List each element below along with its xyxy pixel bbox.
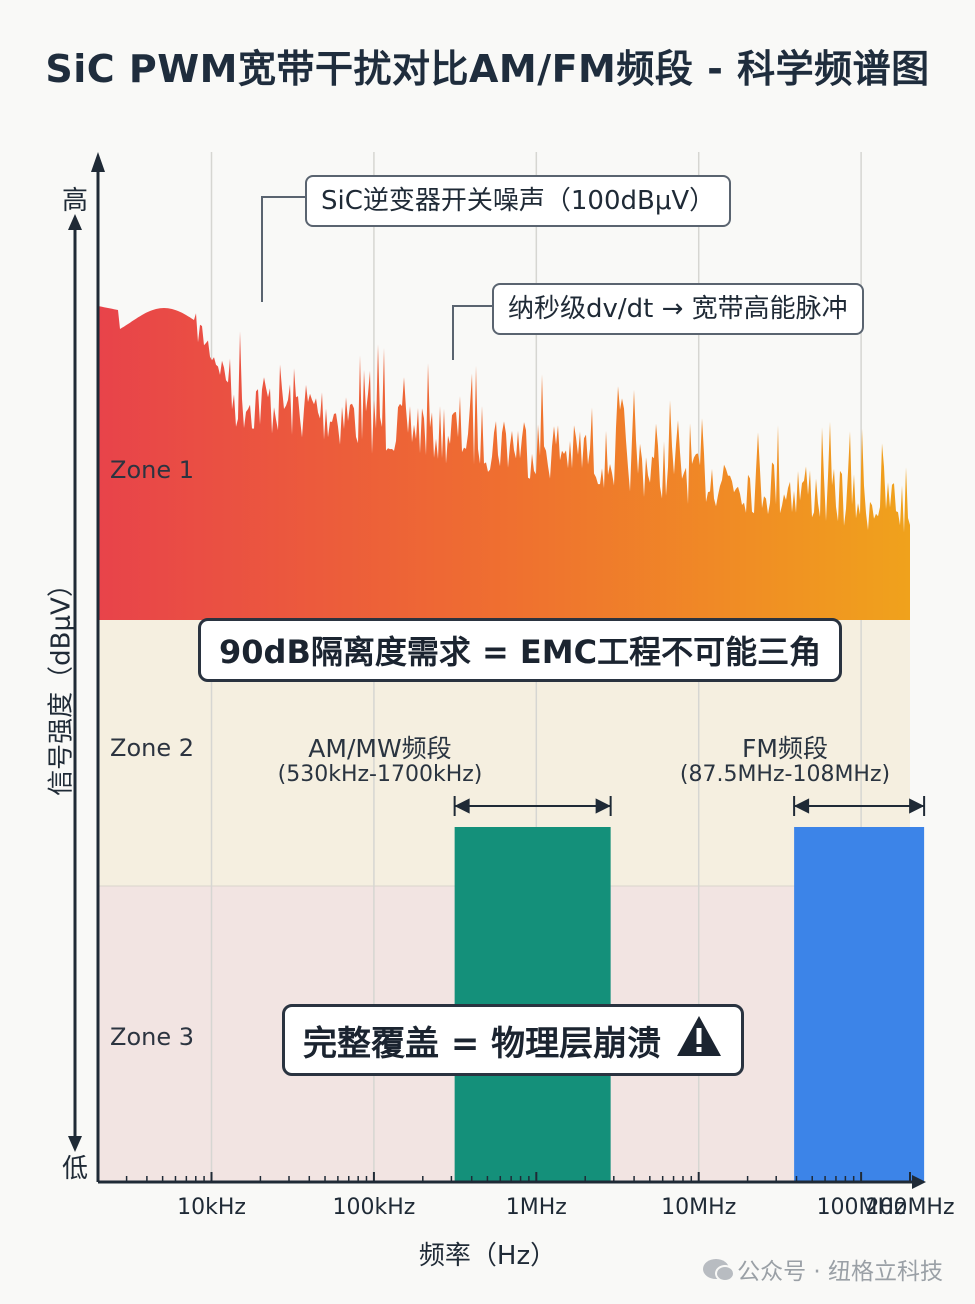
- zone-1-label: Zone 1: [110, 456, 194, 484]
- x-tick-label: 10MHz: [661, 1195, 737, 1220]
- y-scale-up-arrowhead: [68, 214, 82, 230]
- band-range-arrows: [453, 796, 926, 816]
- zone-2-label: Zone 2: [110, 734, 194, 762]
- watermark-text: 公众号 · 纽格立科技: [737, 1259, 943, 1285]
- y-axis-title: 信号强度（dBμV）: [46, 571, 77, 796]
- x-axis-ticks: [125, 1172, 911, 1182]
- y-scale-down-arrowhead: [68, 1136, 82, 1152]
- band-range-arrow: [793, 796, 926, 816]
- isolation-banner: 90dB隔离度需求 = EMC工程不可能三角: [198, 618, 843, 682]
- collapse-banner-text: 完整覆盖 = 物理层崩溃: [303, 1023, 662, 1064]
- zone-3-label: Zone 3: [110, 1023, 194, 1051]
- warning-triangle-icon: [675, 1014, 723, 1067]
- x-tick-label: 100MHz: [816, 1195, 906, 1220]
- x-tick-label: 200MHz: [865, 1195, 955, 1220]
- y-axis-low-label: 低: [62, 1154, 89, 1184]
- x-axis-arrowhead: [912, 1175, 926, 1189]
- fm-band-title: FM频段: [742, 734, 828, 763]
- am-band-range: (530kHz-1700kHz): [277, 762, 483, 787]
- fm-band-bar: [794, 827, 925, 1182]
- collapse-banner: 完整覆盖 = 物理层崩溃: [282, 1004, 745, 1076]
- fm-band-range: (87.5MHz-108MHz): [679, 762, 891, 787]
- chart-title: SiC PWM宽带干扰对比AM/FM频段 - 科学频谱图: [45, 47, 930, 91]
- isolation-banner-text: 90dB隔离度需求 = EMC工程不可能三角: [219, 633, 822, 671]
- pulse-callout: 纳秒级dv/dt → 宽带高能脉冲: [492, 283, 864, 335]
- x-tick-label: 1MHz: [505, 1195, 567, 1220]
- watermark: 公众号 · 纽格立科技: [703, 1252, 943, 1286]
- y-axis-arrowhead: [91, 152, 105, 172]
- noise-callout: SiC逆变器开关噪声（100dBμV）: [305, 175, 732, 227]
- x-tick-label: 10kHz: [177, 1195, 246, 1220]
- noise-spectrum-area: [98, 306, 910, 620]
- wechat-icon: [703, 1259, 736, 1282]
- am-band-title: AM/MW频段: [308, 734, 452, 763]
- callout-leaders: [261, 196, 492, 360]
- x-tick-label: 100kHz: [332, 1195, 416, 1220]
- y-axis-high-label: 高: [62, 186, 89, 216]
- band-range-arrow: [453, 796, 612, 816]
- x-axis-title: 频率（Hz）: [418, 1241, 557, 1271]
